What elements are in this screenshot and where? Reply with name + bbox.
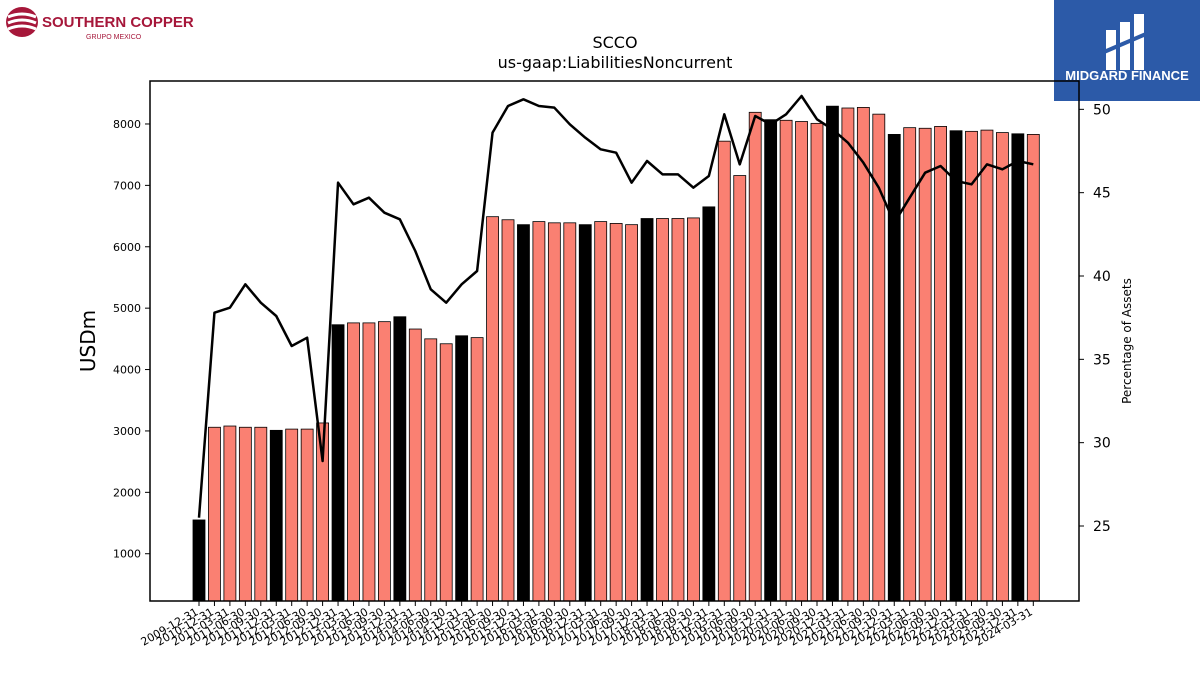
bar-quarterly — [300, 428, 314, 602]
y-tick-label: 3000 — [113, 425, 141, 438]
bar-quarterly — [934, 126, 947, 602]
bar-quarterly — [625, 224, 638, 602]
bar-annual — [826, 105, 839, 602]
bar-quarterly — [532, 221, 546, 602]
bar-quarterly — [424, 338, 438, 602]
chart-subtitle: us-gaap:LiabilitiesNoncurrent — [498, 53, 733, 72]
bar-quarterly — [996, 132, 1009, 602]
bar-annual — [702, 206, 716, 602]
bar-annual — [578, 224, 592, 602]
bar-quarterly — [470, 337, 484, 602]
bar-quarterly — [918, 127, 932, 602]
bar-annual — [269, 429, 283, 602]
y2-axis-label: Percentage of Assets — [1120, 278, 1134, 404]
bar-quarterly — [687, 217, 700, 602]
chart-title: SCCO — [592, 33, 637, 52]
bar-quarterly — [717, 140, 731, 602]
percent-of-assets-line — [197, 94, 1034, 518]
bar-quarterly — [362, 322, 376, 602]
y-tick-label: 2000 — [113, 486, 141, 499]
bar-annual — [949, 130, 963, 602]
bar-annual — [393, 316, 407, 602]
bar-annual — [331, 324, 345, 602]
x-axis-ticks: 2009-12-312010-12-312011-03-312011-06-30… — [139, 601, 1035, 649]
y2-tick-label: 35 — [1093, 352, 1111, 368]
y-tick-label: 8000 — [113, 118, 141, 131]
bar-quarterly — [254, 426, 268, 602]
midgard-emblem-icon — [1103, 14, 1147, 70]
y2-tick-label: 25 — [1093, 519, 1111, 535]
y-axis-label: USDm — [76, 310, 100, 372]
bar-quarterly — [841, 107, 855, 602]
bar-annual — [640, 218, 654, 602]
bar-quarterly — [965, 130, 978, 602]
bar-annual — [764, 119, 778, 602]
y2-tick-label: 30 — [1093, 436, 1111, 452]
midgard-finance-logo: MIDGARD FINANCE — [1054, 0, 1200, 101]
bar-quarterly — [377, 321, 391, 602]
y-tick-label: 6000 — [113, 241, 141, 254]
bar-quarterly — [779, 119, 793, 602]
bar-quarterly — [563, 222, 577, 602]
bar-annual — [455, 335, 469, 602]
bar-quarterly — [733, 175, 747, 602]
bar-annual — [192, 519, 206, 602]
bar-annual — [517, 224, 530, 602]
bar-quarterly — [547, 222, 561, 602]
y-tick-label: 4000 — [113, 364, 141, 377]
southern-copper-emblem-icon — [6, 7, 38, 37]
bar-quarterly — [347, 322, 360, 602]
bar-quarterly — [223, 425, 237, 602]
midgard-finance-logo-text: MIDGARD FINANCE — [1065, 68, 1189, 83]
bar-quarterly — [208, 426, 221, 602]
bar-quarterly — [439, 343, 453, 602]
bar-quarterly — [795, 121, 808, 602]
y2-tick-label: 50 — [1093, 102, 1111, 118]
grupo-mexico-logo-text: GRUPO MEXICO — [86, 34, 142, 41]
bar-quarterly — [238, 426, 252, 602]
bars — [192, 105, 1040, 602]
bar-quarterly — [486, 216, 499, 602]
bar-annual — [887, 134, 901, 602]
southern-copper-logo: SOUTHERN COPPER GRUPO MEXICO — [4, 4, 204, 44]
plot-frame — [149, 80, 1080, 602]
bar-quarterly — [810, 122, 824, 602]
bar-quarterly — [285, 428, 299, 602]
bar-quarterly — [856, 107, 870, 602]
right-axis-ticks: 25 30 35 40 45 50 — [1079, 102, 1111, 535]
bar-quarterly — [748, 111, 762, 602]
bar-quarterly — [1026, 134, 1040, 602]
y-tick-label: 7000 — [113, 179, 141, 192]
southern-copper-logo-text: SOUTHERN COPPER — [42, 14, 194, 31]
bar-quarterly — [594, 221, 608, 602]
y-tick-label: 1000 — [113, 548, 141, 561]
bar-quarterly — [671, 218, 685, 602]
left-axis-ticks: 1000 2000 3000 4000 5000 6000 7000 8000 — [113, 118, 150, 561]
y2-tick-label: 45 — [1093, 186, 1111, 202]
bar-annual — [1011, 133, 1025, 602]
bar-quarterly — [980, 129, 994, 602]
bar-quarterly — [408, 328, 422, 602]
bar-quarterly — [501, 219, 515, 602]
bar-quarterly — [656, 218, 669, 602]
y-tick-label: 5000 — [113, 302, 141, 315]
bar-quarterly — [609, 223, 623, 602]
y2-tick-label: 40 — [1093, 269, 1111, 285]
